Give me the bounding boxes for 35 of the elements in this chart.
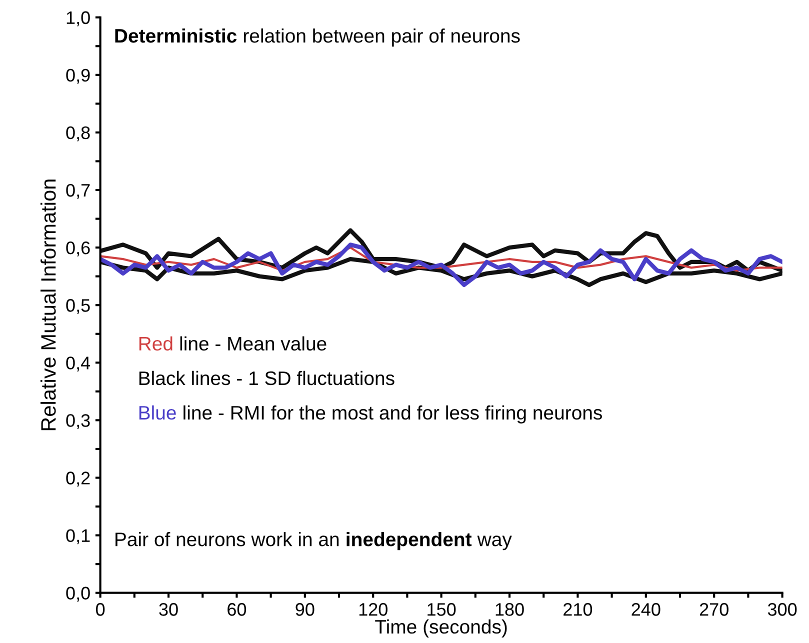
x-tick-label: 300 (768, 603, 797, 616)
y-tick-label: 0,7 (66, 184, 90, 199)
annotation: Deterministic (115, 28, 237, 43)
line-series (100, 246, 782, 272)
x-tick-label: 30 (159, 603, 178, 616)
annotation: line - RMI for the most and for less firing neurons (184, 405, 602, 424)
x-tick-label: 270 (700, 603, 728, 616)
annotation: Blue (139, 405, 176, 420)
y-tick-label: 0,6 (66, 241, 90, 256)
y-tick-label: 0,2 (66, 472, 90, 487)
y-tick-label: 0,3 (66, 414, 90, 430)
x-axis-title: Time (seconds) (375, 619, 507, 638)
y-tick-label: 0,1 (66, 529, 90, 544)
y-tick-label: 0,4 (66, 356, 90, 372)
y-tick-label: 0,8 (66, 126, 90, 142)
y-tick-label: 1,0 (66, 11, 90, 26)
annotation: line - Mean value (180, 336, 326, 351)
annotation: Black lines - 1 SD fluctuations (139, 370, 394, 386)
annotation: inedependent (346, 532, 472, 550)
x-tick-label: 180 (496, 603, 524, 616)
x-tick-label: 210 (564, 603, 592, 616)
x-tick-label: 150 (428, 603, 456, 616)
y-tick-label: 0,5 (66, 299, 90, 314)
x-tick-label: 90 (296, 603, 314, 616)
x-tick-label: 60 (228, 603, 246, 616)
y-axis-title: Relative Mutual Information (40, 180, 56, 430)
x-tick-label: 120 (359, 603, 388, 616)
x-tick-label: 240 (632, 603, 660, 616)
annotation: Red (139, 336, 172, 351)
x-tick-label: 0 (96, 603, 105, 616)
y-tick-label: 0,9 (66, 68, 90, 84)
annotation: way (477, 536, 512, 550)
annotation: relation between pair of neurons (244, 28, 520, 47)
y-tick-label: 0,0 (66, 586, 90, 602)
annotation: Pair of neurons work in an (116, 532, 339, 546)
